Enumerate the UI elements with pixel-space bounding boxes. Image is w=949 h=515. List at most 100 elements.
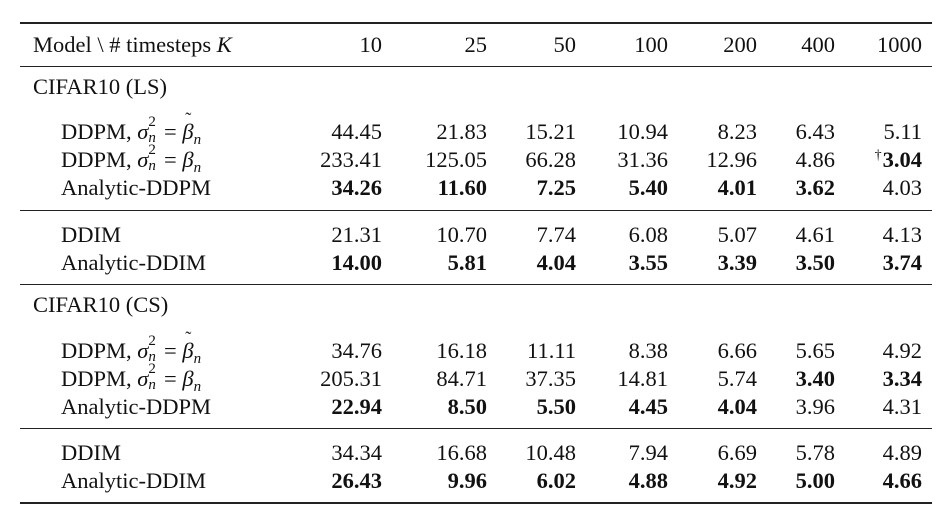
- value-text: 66.28: [525, 147, 576, 172]
- value-cell: 4.92: [822, 337, 922, 365]
- value-text: 6.08: [628, 222, 668, 247]
- value-text: 11.11: [527, 338, 576, 363]
- header-timestep: 50: [553, 32, 577, 57]
- value-text: 5.11: [883, 119, 922, 144]
- value-cell: 3.96: [735, 393, 835, 421]
- value-text: 4.13: [882, 222, 922, 247]
- value-cell: †3.04: [822, 146, 922, 178]
- value-cell: 6.69: [657, 439, 757, 467]
- value-cell: 3.39: [657, 249, 757, 277]
- value-text: 5.65: [795, 338, 835, 363]
- value-text: 4.66: [882, 468, 922, 493]
- value-cell: 5.50: [476, 393, 576, 421]
- value-cell: 4.01: [657, 174, 757, 202]
- model-label: Analytic-DDIM: [61, 468, 206, 493]
- model-name: Analytic-DDPM: [61, 393, 211, 421]
- value-text: 5.50: [536, 394, 576, 419]
- value-text: 4.45: [628, 394, 668, 419]
- value-cell: 4.03: [822, 174, 922, 202]
- value-text: 3.40: [795, 366, 835, 391]
- value-cell: 125.05: [387, 146, 487, 174]
- header-timestep: 100: [634, 32, 668, 57]
- model-name: Analytic-DDPM: [61, 174, 211, 202]
- value-text: 3.34: [882, 366, 922, 391]
- value-cell: 22.94: [282, 393, 382, 421]
- value-cell: 4.89: [822, 439, 922, 467]
- value-text: 233.41: [320, 147, 382, 172]
- section-title: CIFAR10 (CS): [33, 292, 169, 317]
- value-cell: 11.11: [476, 337, 576, 365]
- value-cell: 7.25: [476, 174, 576, 202]
- value-text: 10.94: [617, 119, 668, 144]
- value-cell: 16.18: [387, 337, 487, 365]
- value-text: 3.62: [795, 175, 835, 200]
- value-cell: 26.43: [282, 467, 382, 495]
- value-cell: 7.94: [568, 439, 668, 467]
- value-cell: 3.50: [735, 249, 835, 277]
- value-cell: 3.34: [822, 365, 922, 393]
- model-name: Analytic-DDIM: [61, 467, 206, 495]
- model-label: DDPM,: [61, 147, 138, 172]
- model-label: Analytic-DDIM: [61, 250, 206, 275]
- value-cell: 16.68: [387, 439, 487, 467]
- value-cell: 4.31: [822, 393, 922, 421]
- value-text: 12.96: [706, 147, 757, 172]
- value-text: 4.92: [882, 338, 922, 363]
- model-label: DDIM: [61, 222, 121, 247]
- value-cell: 10.70: [387, 221, 487, 249]
- value-cell: 7.74: [476, 221, 576, 249]
- value-text: 6.43: [795, 119, 835, 144]
- value-text: 8.23: [717, 119, 757, 144]
- group-rule: [20, 210, 932, 211]
- value-cell: 4.04: [476, 249, 576, 277]
- value-text: 3.04: [882, 147, 922, 172]
- model-label: DDIM: [61, 440, 121, 465]
- model-label: DDPM,: [61, 366, 138, 391]
- model-label: DDPM,: [61, 338, 138, 363]
- value-text: 15.21: [525, 119, 576, 144]
- value-text: 5.00: [795, 468, 835, 493]
- value-text: 34.34: [331, 440, 382, 465]
- value-text: 6.66: [717, 338, 757, 363]
- value-text: 21.83: [436, 119, 487, 144]
- value-cell: 4.86: [735, 146, 835, 174]
- value-text: 16.68: [436, 440, 487, 465]
- value-text: 3.55: [628, 250, 668, 275]
- value-cell: 21.83: [387, 118, 487, 146]
- value-cell: 14.81: [568, 365, 668, 393]
- value-cell: 11.60: [387, 174, 487, 202]
- value-cell: 5.78: [735, 439, 835, 467]
- value-text: 21.31: [331, 222, 382, 247]
- value-text: 84.71: [436, 366, 487, 391]
- value-text: 7.74: [536, 222, 576, 247]
- value-text: 5.07: [717, 222, 757, 247]
- value-text: 4.04: [536, 250, 576, 275]
- value-text: 34.76: [331, 338, 382, 363]
- value-cell: 233.41: [282, 146, 382, 174]
- model-label: Analytic-DDPM: [61, 394, 211, 419]
- value-text: 6.69: [717, 440, 757, 465]
- value-cell: 3.74: [822, 249, 922, 277]
- value-cell: 5.65: [735, 337, 835, 365]
- value-text: 7.94: [628, 440, 668, 465]
- value-cell: 84.71: [387, 365, 487, 393]
- value-cell: 5.81: [387, 249, 487, 277]
- value-text: 22.94: [331, 394, 382, 419]
- value-cell: 37.35: [476, 365, 576, 393]
- value-text: 10.48: [525, 440, 576, 465]
- value-text: 4.01: [717, 175, 757, 200]
- value-cell: 8.38: [568, 337, 668, 365]
- value-cell: 5.07: [657, 221, 757, 249]
- value-text: 26.43: [331, 468, 382, 493]
- value-text: 3.50: [795, 250, 835, 275]
- value-text: 16.18: [436, 338, 487, 363]
- value-cell: 4.92: [657, 467, 757, 495]
- value-cell: 205.31: [282, 365, 382, 393]
- value-cell: 9.96: [387, 467, 487, 495]
